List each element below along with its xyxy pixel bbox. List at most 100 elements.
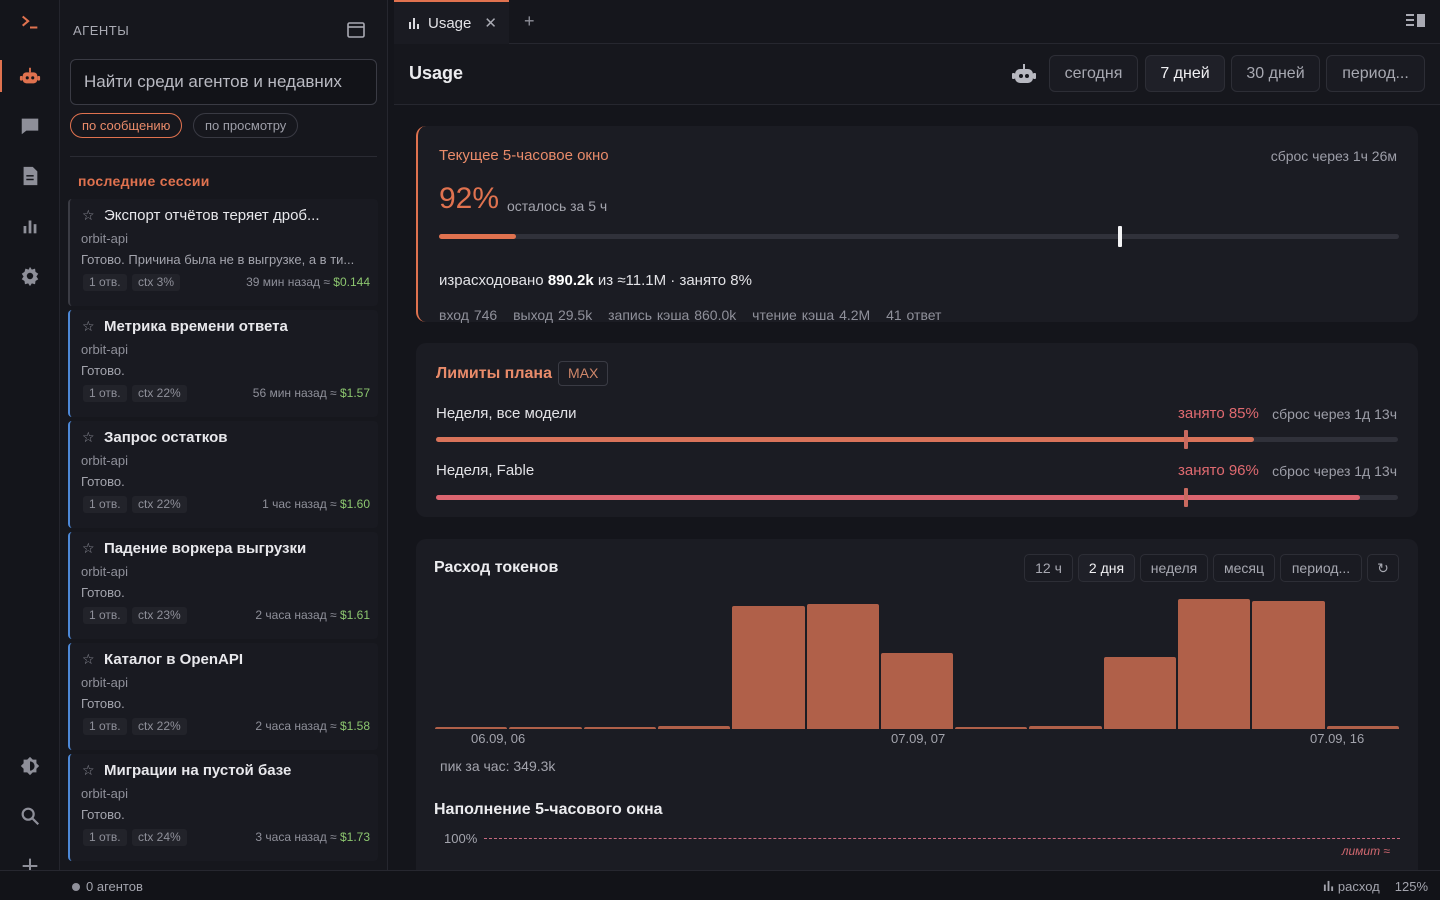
tab-label: Usage: [428, 14, 472, 32]
search-icon[interactable]: [0, 796, 60, 836]
session-name: Каталог в OpenAPI: [104, 651, 244, 668]
session-cost: $0.144: [333, 275, 370, 289]
chart-bar: [1326, 726, 1399, 729]
used-prefix: израсходовано: [439, 272, 544, 289]
range-30days-button[interactable]: 30 дней: [1231, 55, 1320, 92]
tokens-range-week[interactable]: неделя: [1140, 554, 1208, 582]
session-replies: 1 отв.: [83, 718, 127, 735]
refresh-button[interactable]: ↻: [1367, 554, 1399, 582]
status-right: расход 125%: [1323, 879, 1428, 894]
activity-bar: [0, 0, 60, 874]
sidebar-title: АГЕНТЫ: [73, 23, 130, 38]
new-tab-button[interactable]: +: [524, 11, 535, 31]
gear-icon[interactable]: [0, 256, 60, 296]
status-dot-icon: [72, 882, 80, 891]
terminal-icon[interactable]: [0, 2, 60, 42]
document-icon[interactable]: [0, 156, 60, 196]
session-time: 39 мин назад ≈: [246, 275, 330, 289]
session-cost: $1.58: [339, 719, 370, 733]
tokens-range-12h[interactable]: 12 ч: [1024, 554, 1073, 582]
stat-output: выход 29.5k: [513, 307, 593, 323]
plan-badge: MAX: [558, 361, 609, 386]
session-item[interactable]: ☆ Метрика времени ответа orbit-api Готов…: [68, 310, 378, 417]
limit-label: лимит ≈: [1341, 844, 1390, 858]
star-icon[interactable]: ☆: [82, 540, 95, 556]
filter-by-view[interactable]: по просмотру: [193, 113, 299, 138]
star-icon[interactable]: ☆: [82, 651, 95, 667]
limit-reset: сброс через 1д 13ч: [1272, 463, 1397, 479]
star-icon[interactable]: ☆: [82, 207, 95, 223]
agents-search-input[interactable]: [70, 59, 377, 105]
window-percent-sub: осталось за 5 ч: [507, 198, 608, 214]
session-time: 1 час назад ≈: [262, 497, 337, 511]
chart-bar: [509, 727, 582, 729]
session-name: Миграции на пустой базе: [104, 762, 292, 779]
agents-count: 0 агентов: [86, 879, 143, 894]
session-name: Падение воркера выгрузки: [104, 540, 307, 557]
window-progress-fill: [439, 234, 516, 239]
session-name: Метрика времени ответа: [104, 318, 288, 335]
tokens-range-month[interactable]: месяц: [1213, 554, 1275, 582]
agents-sidebar: АГЕНТЫ по сообщению по просмотру последн…: [60, 0, 388, 870]
window-percent: 92%: [439, 182, 500, 215]
session-replies: 1 отв.: [83, 829, 127, 846]
window-used-line: израсходовано 890.2k из ≈11.1M · занято …: [439, 272, 752, 289]
tokens-range-period[interactable]: период...: [1280, 554, 1362, 582]
theme-icon[interactable]: [0, 746, 60, 786]
usage-status[interactable]: расход: [1323, 879, 1380, 894]
filter-by-message[interactable]: по сообщению: [70, 113, 183, 138]
session-preview: Готово.: [81, 585, 125, 600]
session-ctx: ctx 23%: [132, 607, 187, 624]
star-icon[interactable]: ☆: [82, 429, 95, 445]
limit-bar-fill: [436, 437, 1254, 442]
session-preview: Готово.: [81, 363, 125, 378]
star-icon[interactable]: ☆: [82, 762, 95, 778]
session-item[interactable]: ☆ Падение воркера выгрузки orbit-api Гот…: [68, 532, 378, 639]
tokens-title: Расход токенов: [434, 559, 559, 576]
limit-reset: сброс через 1д 13ч: [1272, 406, 1397, 422]
session-ctx: ctx 22%: [132, 718, 187, 735]
usage-chart-icon[interactable]: [0, 206, 60, 246]
peak-per-hour: пик за час: 349.3k: [440, 758, 556, 774]
current-window-card: Текущее 5-часовое окно сброс через 1ч 26…: [416, 126, 1418, 323]
session-ctx: ctx 22%: [132, 385, 187, 402]
layout-icon[interactable]: [1406, 12, 1426, 30]
session-time: 2 часа назад ≈: [255, 719, 337, 733]
range-7days-button[interactable]: 7 дней: [1145, 55, 1225, 92]
plan-limits-card: Лимиты плана MAX Неделя, все модели заня…: [416, 343, 1418, 517]
chat-icon[interactable]: [0, 106, 60, 146]
session-replies: 1 отв.: [83, 607, 127, 624]
window-fill-title: Наполнение 5-часового окна: [434, 801, 663, 818]
usage-chart-icon: [409, 18, 419, 29]
session-meta: 2 часа назад ≈ $1.58: [255, 719, 370, 733]
new-window-icon[interactable]: [347, 22, 365, 38]
token-usage-card: Расход токенов 12 ч 2 дня неделя месяц п…: [416, 539, 1418, 870]
session-preview: Готово.: [81, 696, 125, 711]
tab-usage[interactable]: Usage ✕: [394, 0, 509, 44]
zoom-level[interactable]: 125%: [1394, 879, 1428, 894]
session-project: orbit-api: [81, 564, 128, 579]
close-icon[interactable]: ✕: [484, 15, 497, 32]
usage-chart-icon: [1324, 880, 1334, 891]
session-replies: 1 отв.: [83, 274, 127, 291]
limit-bar: [436, 430, 1398, 449]
agents-icon[interactable]: [0, 56, 60, 96]
session-project: orbit-api: [81, 675, 128, 690]
session-item[interactable]: ☆ Миграции на пустой базе orbit-api Гото…: [68, 754, 378, 861]
session-item[interactable]: ☆ Экспорт отчётов теряет дроб... orbit-a…: [68, 199, 378, 306]
limit-marker: [1184, 488, 1188, 507]
chart-bar: [1029, 726, 1102, 729]
window-progress-bar: [439, 226, 1399, 247]
range-today-button[interactable]: сегодня: [1049, 55, 1138, 92]
x-tick-label: 07.09, 16: [1310, 731, 1365, 746]
session-name: Запрос остатков: [104, 429, 228, 446]
tokens-range-2days[interactable]: 2 дня: [1078, 554, 1135, 582]
used-suffix: из ≈11.1M · занято 8%: [597, 272, 752, 289]
session-item[interactable]: ☆ Запрос остатков orbit-api Готово. 1 от…: [68, 421, 378, 528]
agents-status[interactable]: 0 агентов: [72, 879, 143, 894]
range-period-button[interactable]: период...: [1326, 55, 1425, 92]
agent-icon[interactable]: [1012, 63, 1036, 85]
star-icon[interactable]: ☆: [82, 318, 95, 334]
chart-bar: [732, 606, 805, 729]
session-item[interactable]: ☆ Каталог в OpenAPI orbit-api Готово. 1 …: [68, 643, 378, 750]
